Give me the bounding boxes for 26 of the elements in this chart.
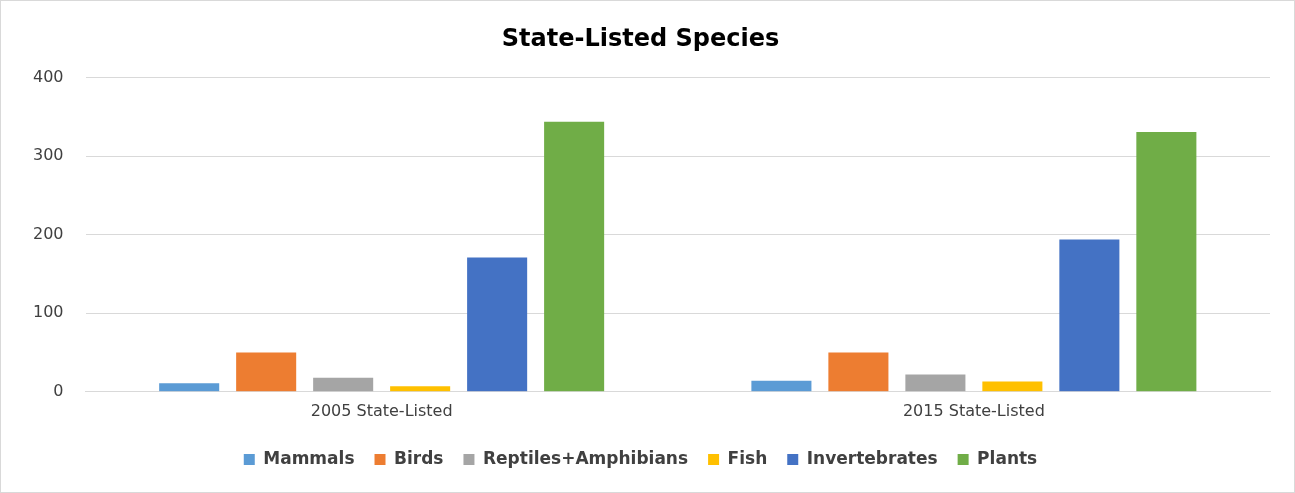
legend-label: Fish <box>727 447 768 468</box>
bar <box>390 386 451 392</box>
bar <box>467 257 528 392</box>
x-tick-label: 2005 State-Listed <box>310 400 453 420</box>
bar <box>544 121 605 392</box>
bar <box>905 374 966 392</box>
bar <box>313 377 374 392</box>
bar <box>1059 239 1120 392</box>
bar <box>982 381 1043 392</box>
y-tick-label: 0 <box>53 380 64 400</box>
chart-title: State-Listed Species <box>501 23 780 52</box>
y-tick-label: 400 <box>32 66 64 86</box>
bar <box>751 380 812 392</box>
bar <box>159 383 220 392</box>
bar <box>1136 131 1197 392</box>
y-tick-label: 300 <box>32 145 64 165</box>
y-tick-label: 100 <box>32 302 64 322</box>
legend-label: Birds <box>394 447 444 468</box>
legend-label: Invertebrates <box>806 447 938 468</box>
legend-label: Mammals <box>263 447 355 468</box>
y-tick-label: 200 <box>32 223 64 243</box>
legend-label: Plants <box>977 447 1038 468</box>
legend-label: Reptiles+Amphibians <box>482 447 689 468</box>
x-tick-label: 2015 State-Listed <box>902 400 1045 420</box>
bar <box>828 352 889 392</box>
bar <box>236 352 297 392</box>
